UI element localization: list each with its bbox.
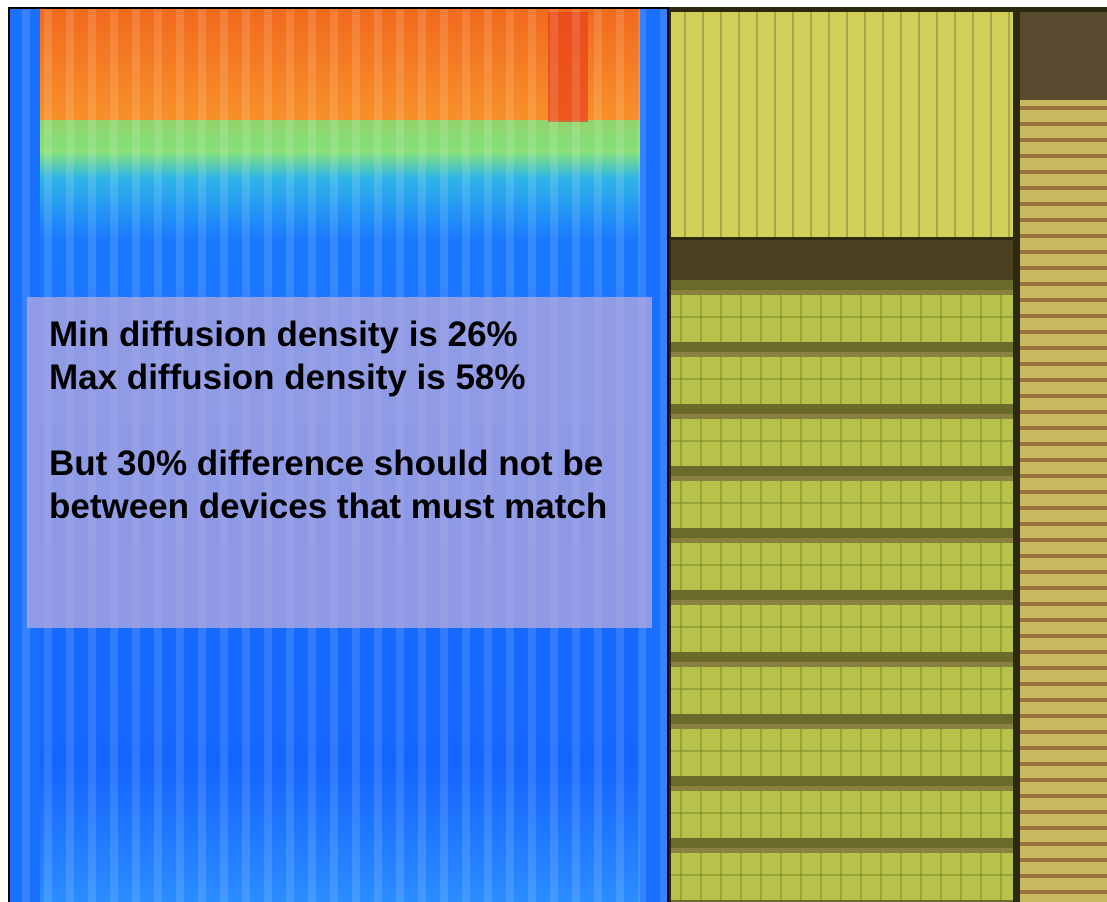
note: But 30% difference should not be between… (49, 442, 629, 528)
layout-block (671, 12, 1013, 237)
layout-side (1020, 100, 1107, 902)
layout-band (671, 240, 1013, 280)
layout-rows (671, 280, 1013, 902)
layout-corner (1020, 12, 1107, 100)
text-overlay: Min diffusion density is 26% Max diffusi… (27, 297, 652, 628)
page: Min diffusion density is 26% Max diffusi… (0, 0, 1107, 902)
stat-line: Min diffusion density is 26% (49, 313, 630, 356)
stat-line: Max diffusion density is 58% (49, 356, 630, 399)
